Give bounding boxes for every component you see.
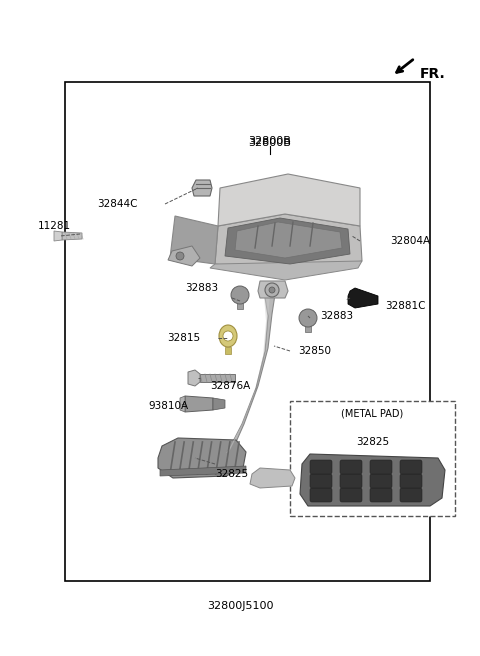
Polygon shape [168,246,200,266]
FancyBboxPatch shape [340,474,362,488]
Polygon shape [218,174,360,226]
Text: 32800B: 32800B [249,138,291,148]
Text: 32825: 32825 [356,437,389,447]
Polygon shape [185,396,213,412]
Polygon shape [170,216,218,264]
Polygon shape [258,281,288,298]
Text: FR.: FR. [420,67,446,81]
Text: 32883: 32883 [185,283,218,293]
Circle shape [223,331,233,341]
Text: (METAL PAD): (METAL PAD) [341,409,404,419]
Bar [237,297,243,309]
FancyBboxPatch shape [370,474,392,488]
Bar [290,401,455,516]
Polygon shape [54,231,62,241]
Polygon shape [160,466,246,476]
Polygon shape [200,374,235,382]
Polygon shape [192,180,212,196]
Polygon shape [215,214,362,274]
Polygon shape [250,468,295,488]
Circle shape [299,309,317,327]
Polygon shape [226,294,270,453]
Bar [65,82,430,581]
FancyBboxPatch shape [340,488,362,502]
Polygon shape [235,222,342,258]
Polygon shape [348,288,378,308]
FancyBboxPatch shape [310,460,332,474]
Polygon shape [188,370,200,386]
Text: 32804A: 32804A [390,236,430,246]
Polygon shape [158,438,246,478]
FancyBboxPatch shape [370,460,392,474]
Circle shape [265,283,279,297]
FancyBboxPatch shape [370,488,392,502]
Text: 32850: 32850 [298,346,331,356]
FancyBboxPatch shape [310,474,332,488]
FancyBboxPatch shape [340,460,362,474]
Text: 32815: 32815 [167,333,200,343]
Polygon shape [225,218,350,264]
FancyBboxPatch shape [310,488,332,502]
Text: 93810A: 93810A [148,401,188,411]
Circle shape [231,286,249,304]
Text: 32844C: 32844C [97,199,138,209]
Polygon shape [225,347,231,354]
Polygon shape [300,454,445,506]
Ellipse shape [219,325,237,347]
Text: 32825: 32825 [215,469,248,479]
Circle shape [176,252,184,260]
Polygon shape [220,288,276,456]
Bar [305,320,311,332]
Polygon shape [62,232,82,240]
Text: 32800B: 32800B [249,136,291,146]
Text: 32883: 32883 [320,311,353,321]
Circle shape [269,287,275,293]
Polygon shape [210,261,362,280]
FancyBboxPatch shape [400,460,422,474]
Polygon shape [213,398,225,410]
Text: 32881C: 32881C [385,301,425,311]
FancyBboxPatch shape [400,488,422,502]
Text: 32800J5100: 32800J5100 [207,601,273,611]
FancyBboxPatch shape [400,474,422,488]
Polygon shape [180,396,185,412]
Text: 32876A: 32876A [210,381,250,391]
Text: 11281: 11281 [38,221,71,231]
